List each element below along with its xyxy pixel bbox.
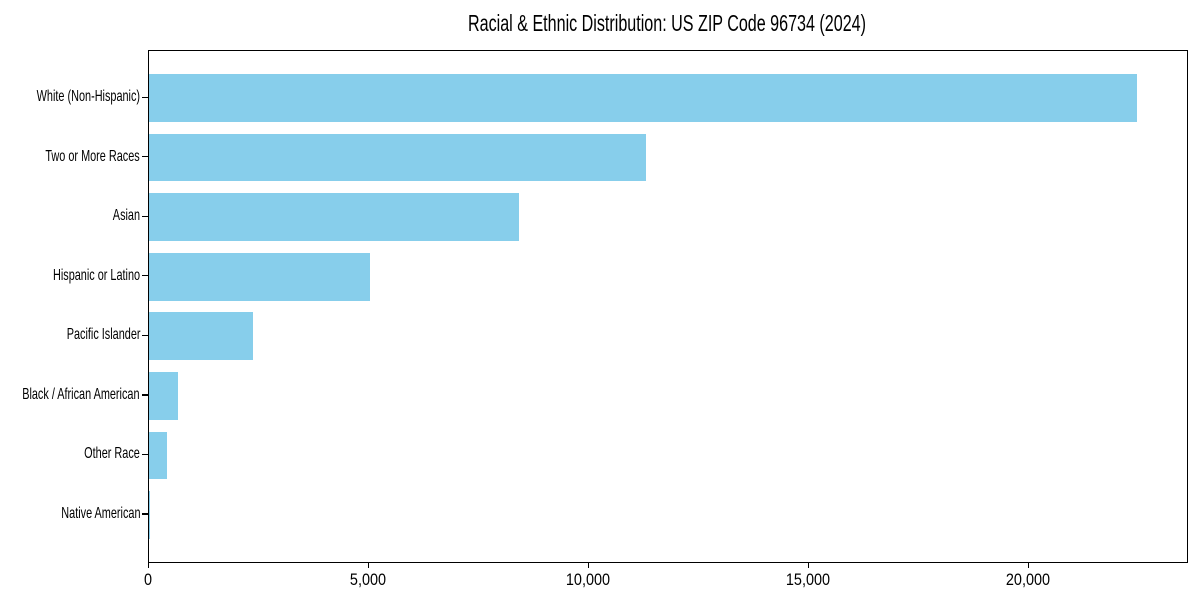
x-tick-label-20000: 20,000 (1005, 570, 1051, 589)
bar-pacific-islander (149, 312, 254, 361)
y-axis-label-other-race: Other Race (84, 445, 140, 463)
bar-white-non-hispanic (149, 74, 1138, 122)
bar-two-or-more-races (149, 133, 646, 182)
y-axis-label-pacific-islander: Pacific Islander (66, 326, 140, 344)
bar-hispanic-or-latino (149, 252, 370, 301)
y-tick-native-american (142, 513, 148, 515)
y-tick-hispanic-or-latino (142, 275, 148, 277)
y-tick-other-race (142, 453, 148, 456)
y-tick-asian (142, 215, 148, 217)
x-tick-label-0: 0 (143, 570, 153, 589)
x-tick-label-5000: 5,000 (349, 570, 387, 589)
x-tick-label-10000: 10,000 (565, 570, 611, 589)
y-axis-label-white-non-hispanic: White (Non-Hispanic) (36, 88, 140, 106)
y-tick-two-or-more-races (142, 156, 148, 158)
y-axis-label-hispanic-or-latino: Hispanic or Latino (52, 266, 140, 284)
bar-black-african-american (149, 372, 178, 420)
x-tick-20000 (1027, 562, 1029, 568)
y-tick-pacific-islander (142, 334, 148, 336)
x-tick-10000 (587, 562, 589, 568)
y-tick-white-non-hispanic (142, 96, 148, 98)
y-tick-black-african-american (142, 394, 148, 396)
chart-title: Racial & Ethnic Distribution: US ZIP Cod… (468, 10, 866, 36)
bar-native-american (149, 491, 151, 539)
y-axis-label-two-or-more-races: Two or More Races (45, 147, 140, 165)
x-tick-5000 (367, 562, 369, 568)
y-axis-label-native-american: Native American (60, 504, 140, 522)
x-tick-15000 (807, 562, 809, 568)
plot-area (148, 50, 1188, 563)
x-tick-label-15000: 15,000 (785, 570, 831, 589)
bar-other-race (149, 431, 168, 480)
x-tick-0 (147, 562, 149, 568)
bar-asian (149, 193, 519, 241)
y-axis-label-black-african-american: Black / African American (22, 385, 140, 403)
y-axis-label-asian: Asian (112, 207, 140, 225)
